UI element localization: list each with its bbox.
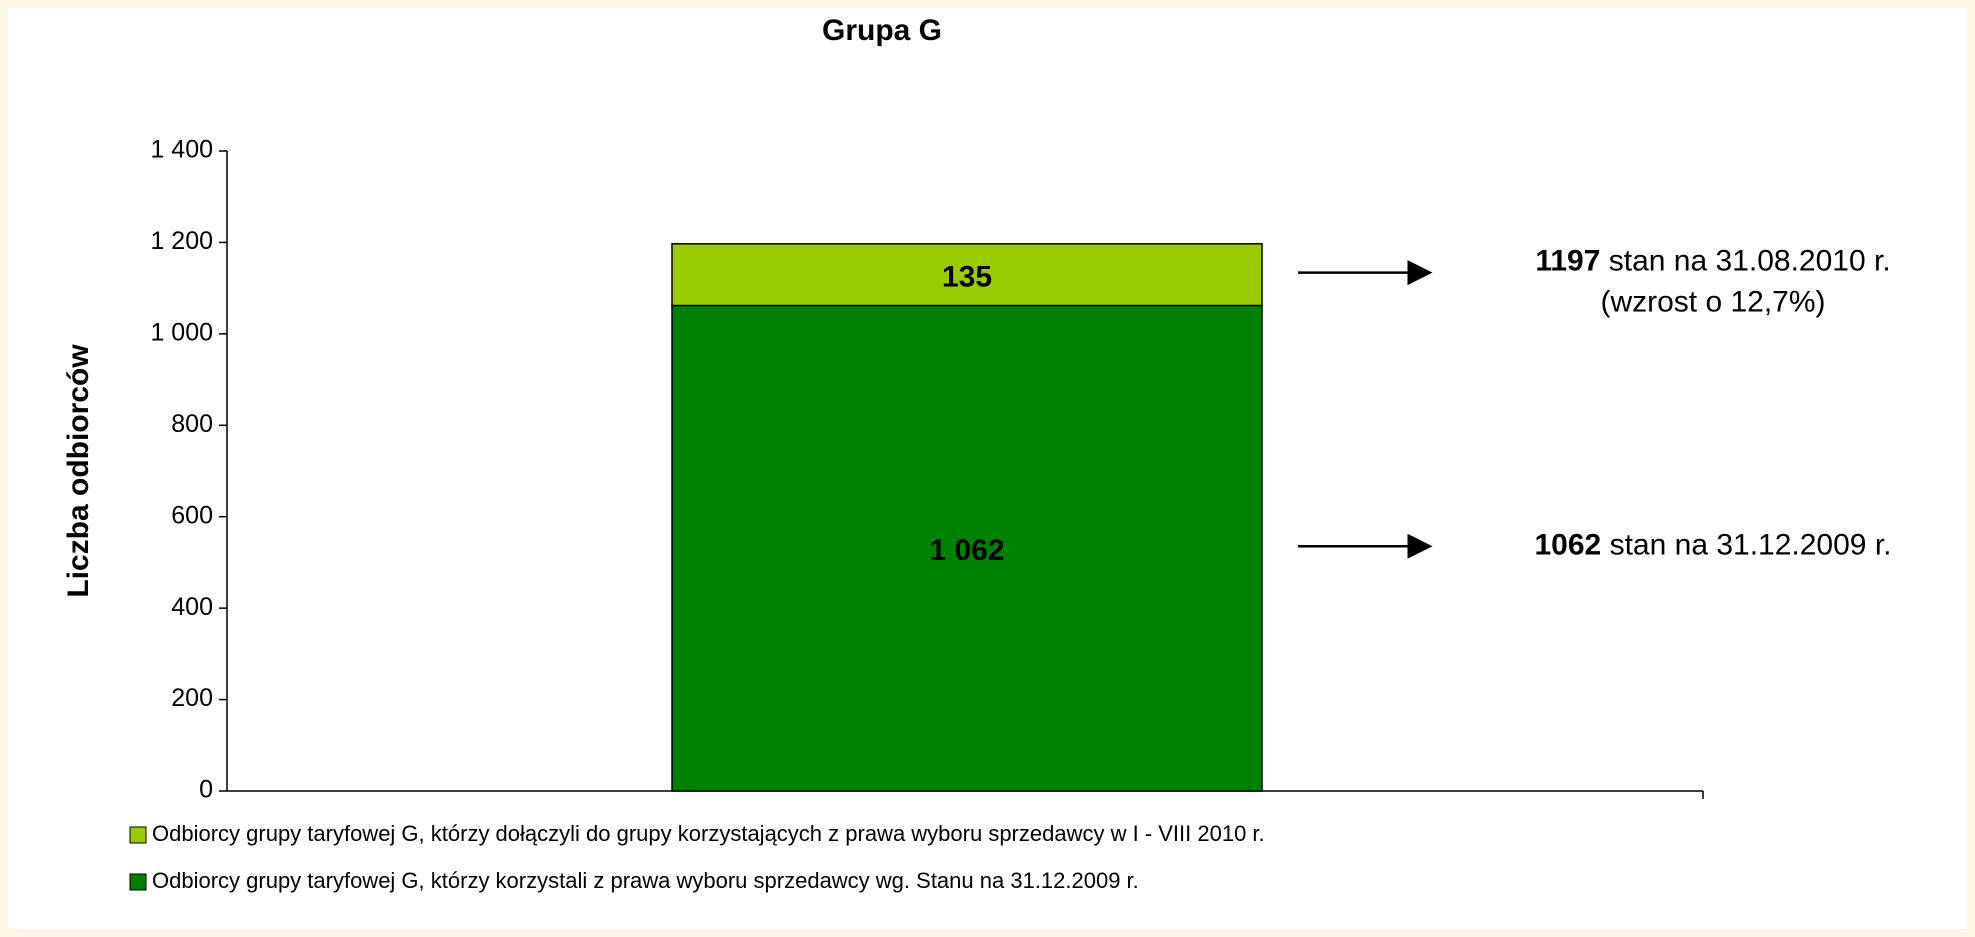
data-label: 135 [942, 261, 992, 294]
annotation-value: 1197 [1535, 245, 1600, 278]
bar-segment [671, 243, 1263, 307]
y-tick-label: 600 [171, 501, 213, 529]
y-tick-label: 0 [199, 776, 213, 804]
legend-label: Odbiorcy grupy taryfowej G, którzy dołąc… [152, 821, 1265, 846]
y-tick-label: 400 [171, 593, 213, 621]
annotation-text: stan na 31.08.2010 r. [1609, 245, 1891, 278]
y-tick-label: 1 400 [150, 136, 213, 164]
annotation-value: 1062 [1535, 528, 1602, 561]
bar-segment [671, 304, 1263, 792]
y-axis-label: Liczba odbiorców [62, 344, 95, 598]
annotation: 1062 stan na 31.12.2009 r. [1535, 528, 1892, 561]
annotation-text: stan na 31.12.2009 r. [1610, 528, 1892, 561]
chart-title: Grupa G [822, 14, 942, 47]
annotation: 1197 stan na 31.08.2010 r. [1535, 245, 1890, 278]
legend-swatch [129, 873, 147, 891]
legend-swatch [129, 826, 147, 844]
y-tick-label: 1 200 [150, 227, 213, 255]
y-tick-label: 1 000 [150, 318, 213, 346]
annotation-note: (wzrost o 12,7%) [1600, 286, 1825, 319]
data-label: 1 062 [929, 534, 1004, 567]
legend-label: Odbiorcy grupy taryfowej G, którzy korzy… [152, 868, 1139, 893]
y-tick-label: 800 [171, 410, 213, 438]
y-tick-label: 200 [171, 684, 213, 712]
